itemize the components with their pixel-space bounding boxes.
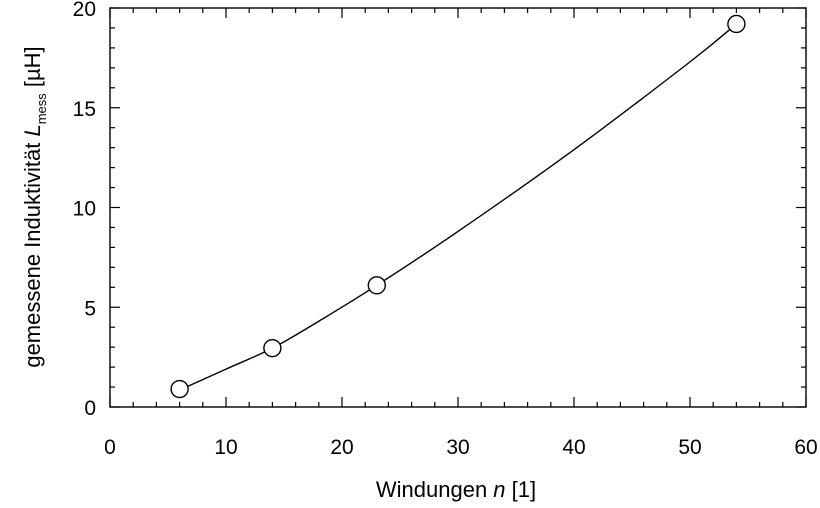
plot-frame	[109, 7, 807, 408]
y-tick-label: 20	[73, 0, 96, 21]
data-point	[263, 338, 282, 358]
x-tick-label: 20	[330, 436, 353, 459]
y-axis-title: gemessene Induktivität Lmess [µH]	[20, 46, 49, 367]
y-axis-title-variable: L	[20, 124, 45, 136]
x-tick-label: 40	[562, 436, 585, 459]
data-points	[170, 14, 746, 399]
data-point	[367, 276, 386, 295]
data-point	[727, 14, 746, 34]
y-tick-label: 5	[84, 297, 96, 320]
x-axis-title-unit: [1]	[506, 477, 537, 502]
y-tick-label: 15	[73, 98, 96, 121]
x-tick-label: 60	[794, 436, 817, 459]
y-tick-label: 10	[73, 198, 96, 221]
x-tick-label: 0	[104, 436, 116, 459]
y-axis-title-text: gemessene Induktivität	[20, 137, 45, 368]
y-axis-title-subscript: mess	[34, 93, 49, 125]
x-axis-title: Windungen n [1]	[376, 477, 536, 502]
x-axis-title-variable: n	[493, 477, 505, 502]
y-axis-title-unit: [µH]	[20, 46, 45, 93]
tick-labels: 0 10 20 30 40 50 60 0 5 10 15 20	[73, 0, 818, 459]
axis-ticks	[109, 7, 807, 408]
x-axis-title-text: Windungen	[376, 477, 493, 502]
data-point	[170, 379, 189, 399]
x-tick-label: 50	[678, 436, 701, 459]
x-tick-label: 30	[446, 436, 469, 459]
y-tick-label: 0	[84, 397, 96, 420]
fit-curve	[179, 23, 737, 391]
x-tick-label: 10	[214, 436, 237, 459]
